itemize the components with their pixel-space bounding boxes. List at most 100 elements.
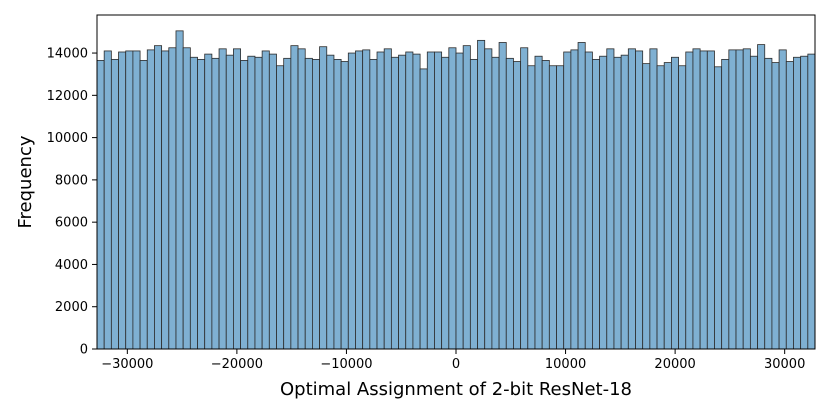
histogram-bar: [283, 57, 292, 350]
histogram-bar: [276, 65, 285, 350]
histogram-bar: [513, 61, 522, 350]
histogram-bar: [319, 46, 328, 350]
y-axis-label: Frequency: [15, 135, 36, 228]
histogram-bar: [383, 48, 392, 350]
y-tick-label: 10000: [47, 131, 88, 146]
histogram-bar: [714, 66, 723, 350]
bars-group: [96, 30, 816, 350]
histogram-bar: [390, 56, 399, 350]
y-tick-label: 14000: [47, 47, 88, 62]
histogram-bar: [297, 48, 306, 350]
histogram-bar: [376, 51, 385, 350]
plot-frame: [96, 14, 816, 350]
histogram-bar: [599, 55, 608, 350]
histogram-bar: [807, 53, 816, 350]
histogram-bar: [613, 56, 622, 350]
histogram-bar: [592, 58, 600, 350]
histogram-bar: [742, 48, 751, 350]
x-tick-label: 20000: [654, 357, 695, 372]
histogram-bar: [369, 58, 378, 350]
histogram-bar: [563, 51, 572, 350]
histogram-bar: [132, 50, 141, 350]
histogram-bar: [556, 65, 565, 350]
histogram-bar: [211, 57, 220, 350]
histogram-bar: [118, 51, 127, 350]
histogram-bar: [728, 49, 737, 350]
histogram-bar: [154, 45, 163, 350]
histogram-bar: [261, 50, 270, 350]
histogram-bar: [161, 50, 170, 350]
histogram-bar: [204, 53, 213, 350]
histogram-bar: [419, 68, 428, 350]
histogram-bar: [721, 58, 730, 350]
y-tick-label: 0: [80, 343, 88, 358]
x-tick-label: 0: [452, 357, 460, 372]
histogram-bar: [455, 52, 464, 350]
histogram-bar: [146, 49, 155, 350]
histogram-bar: [649, 48, 658, 350]
histogram-bar: [527, 65, 536, 350]
histogram-bar: [656, 65, 665, 350]
x-tick-label: 30000: [764, 357, 805, 372]
histogram-bar: [355, 50, 364, 350]
histogram-bar: [441, 56, 450, 350]
x-axis-label: Optimal Assignment of 2-bit ResNet-18: [280, 379, 632, 400]
histogram-bar: [678, 65, 687, 350]
histogram-bar: [96, 60, 105, 350]
y-tick-label: 8000: [55, 173, 88, 188]
histogram-bar: [735, 49, 744, 350]
histogram-bar: [340, 61, 349, 350]
histogram-bar: [247, 55, 256, 350]
histogram-bar: [663, 62, 672, 350]
histogram-bar: [584, 51, 593, 350]
y-tick-label: 12000: [47, 89, 88, 104]
histogram-bar: [347, 52, 356, 350]
histogram-bar: [462, 45, 471, 350]
histogram-bar: [498, 42, 507, 350]
histogram-bar: [534, 55, 543, 350]
histogram-bar: [311, 58, 320, 350]
histogram-bar: [785, 61, 794, 350]
histogram-bar: [692, 48, 701, 350]
histogram-bar: [620, 54, 629, 350]
histogram-bar: [448, 47, 457, 350]
histogram-bar: [197, 58, 206, 350]
histogram-bar: [570, 49, 579, 350]
histogram-bar: [175, 30, 184, 350]
histogram-bar: [240, 60, 249, 350]
histogram-bar: [706, 50, 715, 350]
histogram-bar: [606, 48, 615, 350]
histogram-bar: [577, 42, 586, 350]
histogram-bar: [125, 50, 134, 350]
histogram-bar: [412, 53, 421, 350]
histogram-bar: [491, 56, 500, 350]
histogram-bar: [685, 51, 694, 350]
histogram-bar: [362, 49, 371, 350]
histogram-bar: [218, 48, 227, 350]
histogram-bar: [484, 48, 493, 350]
y-tick-label: 2000: [55, 300, 88, 315]
histogram-bar: [290, 45, 299, 350]
histogram-bar: [671, 56, 679, 350]
x-axis-ticks: −30000 −20000 −10000 0 10000 20000 30000: [101, 349, 805, 372]
histogram-bar: [110, 58, 119, 350]
histogram-bar: [469, 58, 478, 350]
histogram-bar: [548, 65, 557, 350]
histogram-bar: [642, 63, 651, 350]
histogram-bar: [254, 56, 263, 350]
histogram-bar: [268, 53, 277, 350]
histogram-bar: [699, 50, 708, 350]
histogram-bar: [764, 57, 773, 350]
histogram-bar: [304, 57, 313, 350]
y-tick-label: 4000: [55, 258, 88, 273]
histogram-bar: [139, 60, 148, 350]
histogram-bar: [520, 47, 529, 350]
histogram-bar: [398, 54, 407, 350]
histogram-bar: [627, 48, 636, 350]
histogram-bar: [757, 44, 766, 350]
x-tick-label: −30000: [101, 357, 153, 372]
histogram-bar: [225, 54, 234, 350]
histogram-bar: [477, 39, 486, 350]
x-tick-label: −20000: [211, 357, 263, 372]
